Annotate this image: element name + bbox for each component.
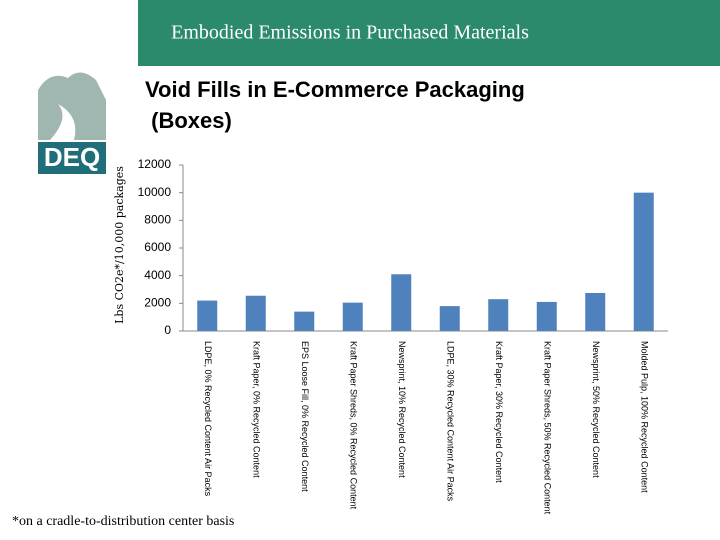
logo-text: DEQ (44, 142, 100, 172)
x-tick-label: Kraft Paper Shreds, 0% Recycled Content (348, 341, 358, 510)
y-tick-label: 12000 (138, 157, 172, 171)
bar (197, 300, 218, 331)
logo-river (50, 104, 76, 140)
x-tick-label: Kraft Paper Shreds, 50% Recycled Content (542, 341, 552, 515)
header-band (138, 0, 720, 66)
x-tick-label: Kraft Paper, 30% Recycled Content (494, 341, 504, 483)
y-tick-label: 8000 (144, 213, 171, 227)
x-tick-label: Newsprint, 50% Recycled Content (591, 341, 601, 478)
y-axis-label: Lbs CO2e*/10,000 packages (113, 166, 126, 324)
bar (536, 301, 557, 331)
x-tick-label: LDPE, 30% Recycled Content Air Packs (445, 341, 455, 502)
x-tick-label: Newsprint, 10% Recycled Content (397, 341, 407, 478)
chart-title-line: (Boxes) (145, 108, 232, 133)
bar (342, 302, 363, 331)
logo-box (38, 142, 106, 174)
x-tick-label: EPS Loose Fill, 0% Recycled Content (300, 341, 310, 492)
y-tick-label: 6000 (144, 240, 171, 254)
header-title: Embodied Emissions in Purchased Material… (171, 22, 529, 44)
bar (488, 299, 509, 331)
bar (294, 311, 315, 331)
y-tick-label: 0 (164, 323, 171, 337)
bar (439, 306, 460, 331)
bar (245, 295, 266, 331)
y-tick-label: 4000 (144, 268, 171, 282)
y-tick-label: 10000 (138, 185, 172, 199)
bar (633, 192, 654, 331)
footnote: *on a cradle-to-distribution center basi… (12, 514, 234, 529)
logo-hills (38, 72, 106, 140)
bar (585, 292, 606, 331)
logo: DEQ (38, 72, 106, 174)
chart-title-line: Void Fills in E-Commerce Packaging (145, 77, 525, 102)
y-tick-label: 2000 (144, 296, 171, 310)
x-tick-label: Molded Pulp, 100% Recycled Content (639, 341, 649, 493)
x-tick-label: LDPE, 0% Recycled Content Air Packs (203, 341, 213, 497)
x-tick-label: Kraft Paper, 0% Recycled Content (251, 341, 261, 478)
bar (391, 274, 412, 331)
chart-title-1: Void Fills in E-Commerce Packaging (Boxe… (145, 77, 525, 133)
